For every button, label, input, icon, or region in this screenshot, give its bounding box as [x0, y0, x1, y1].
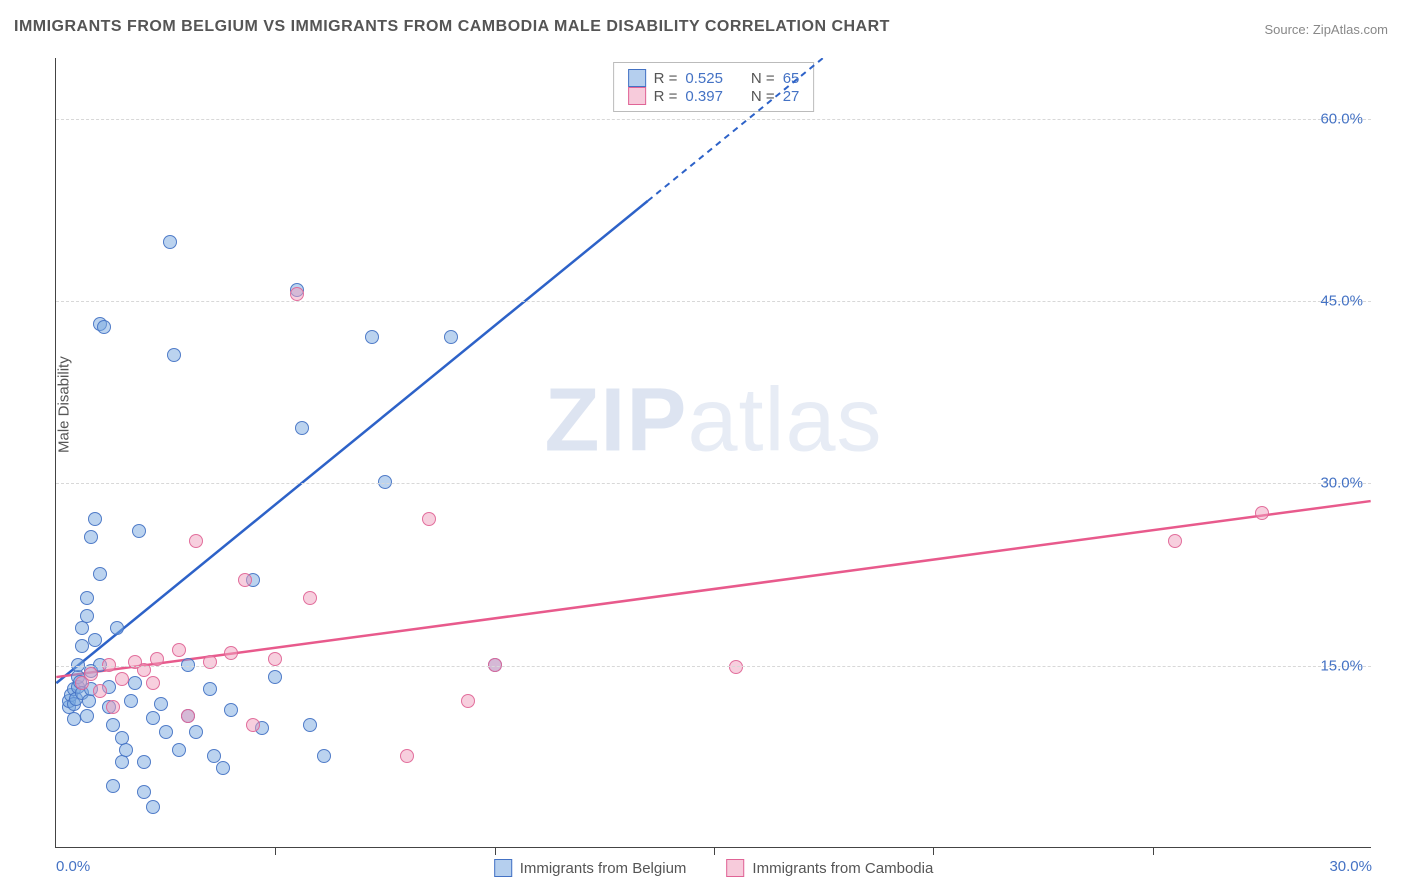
data-point — [115, 672, 129, 686]
legend-row-belgium: R = 0.525 N = 65 — [628, 69, 800, 87]
data-point — [163, 235, 177, 249]
data-point — [238, 573, 252, 587]
data-point — [88, 512, 102, 526]
swatch-blue-icon — [494, 859, 512, 877]
data-point — [106, 700, 120, 714]
data-point — [268, 670, 282, 684]
data-point — [461, 694, 475, 708]
data-point — [93, 684, 107, 698]
y-tick-label: 60.0% — [1320, 110, 1363, 127]
data-point — [75, 639, 89, 653]
data-point — [1168, 534, 1182, 548]
x-tick-label: 30.0% — [1329, 858, 1372, 875]
data-point — [216, 761, 230, 775]
data-point — [400, 749, 414, 763]
data-point — [137, 755, 151, 769]
data-point — [303, 591, 317, 605]
data-point — [729, 660, 743, 674]
data-point — [67, 712, 81, 726]
data-point — [224, 646, 238, 660]
series-legend: Immigrants from Belgium Immigrants from … — [494, 859, 934, 877]
data-point — [159, 725, 173, 739]
data-point — [146, 711, 160, 725]
data-point — [132, 524, 146, 538]
x-tick-label: 0.0% — [56, 858, 90, 875]
data-point — [189, 534, 203, 548]
legend-item-cambodia: Immigrants from Cambodia — [726, 859, 933, 877]
data-point — [115, 755, 129, 769]
data-point — [150, 652, 164, 666]
data-point — [268, 652, 282, 666]
data-point — [365, 330, 379, 344]
data-point — [106, 779, 120, 793]
swatch-pink-icon — [628, 87, 646, 105]
correlation-legend: R = 0.525 N = 65 R = 0.397 N = 27 — [613, 62, 815, 112]
data-point — [444, 330, 458, 344]
data-point — [128, 676, 142, 690]
data-point — [303, 718, 317, 732]
data-point — [317, 749, 331, 763]
data-point — [84, 667, 98, 681]
swatch-pink-icon — [726, 859, 744, 877]
data-point — [189, 725, 203, 739]
data-point — [137, 663, 151, 677]
legend-item-belgium: Immigrants from Belgium — [494, 859, 687, 877]
data-point — [119, 743, 133, 757]
data-point — [224, 703, 238, 717]
data-point — [80, 609, 94, 623]
plot-area: Male Disability ZIPatlas R = 0.525 N = 6… — [55, 58, 1371, 848]
data-point — [295, 421, 309, 435]
data-point — [167, 348, 181, 362]
data-point — [84, 530, 98, 544]
data-point — [172, 743, 186, 757]
swatch-blue-icon — [628, 69, 646, 87]
data-point — [97, 320, 111, 334]
data-point — [203, 655, 217, 669]
y-tick-label: 30.0% — [1320, 475, 1363, 492]
data-point — [88, 633, 102, 647]
data-point — [290, 287, 304, 301]
data-point — [137, 785, 151, 799]
data-point — [80, 591, 94, 605]
data-point — [1255, 506, 1269, 520]
source-label: Source: ZipAtlas.com — [1264, 22, 1388, 37]
data-point — [146, 676, 160, 690]
data-point — [124, 694, 138, 708]
watermark: ZIPatlas — [544, 369, 882, 472]
data-point — [80, 709, 94, 723]
data-point — [172, 643, 186, 657]
data-point — [422, 512, 436, 526]
y-axis-label: Male Disability — [56, 356, 73, 453]
y-tick-label: 15.0% — [1320, 657, 1363, 674]
data-point — [246, 718, 260, 732]
data-point — [75, 621, 89, 635]
y-tick-label: 45.0% — [1320, 293, 1363, 310]
legend-row-cambodia: R = 0.397 N = 27 — [628, 87, 800, 105]
data-point — [203, 682, 217, 696]
data-point — [146, 800, 160, 814]
data-point — [181, 709, 195, 723]
data-point — [93, 567, 107, 581]
data-point — [154, 697, 168, 711]
chart-title: IMMIGRANTS FROM BELGIUM VS IMMIGRANTS FR… — [14, 18, 890, 36]
data-point — [110, 621, 124, 635]
